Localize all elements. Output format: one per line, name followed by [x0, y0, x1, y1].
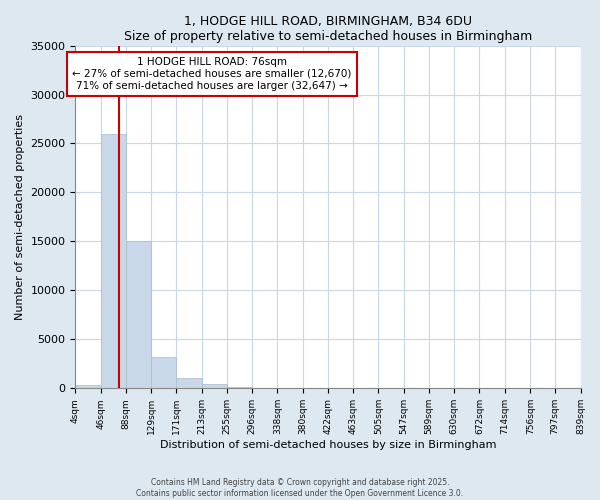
X-axis label: Distribution of semi-detached houses by size in Birmingham: Distribution of semi-detached houses by … — [160, 440, 496, 450]
Bar — [126, 242, 151, 388]
Y-axis label: Number of semi-detached properties: Number of semi-detached properties — [15, 114, 25, 320]
Text: 1 HODGE HILL ROAD: 76sqm
← 27% of semi-detached houses are smaller (12,670)
71% : 1 HODGE HILL ROAD: 76sqm ← 27% of semi-d… — [73, 58, 352, 90]
Bar — [76, 386, 101, 388]
Title: 1, HODGE HILL ROAD, BIRMINGHAM, B34 6DU
Size of property relative to semi-detach: 1, HODGE HILL ROAD, BIRMINGHAM, B34 6DU … — [124, 15, 532, 43]
Bar — [101, 134, 126, 388]
Bar — [227, 387, 252, 388]
Bar — [151, 357, 176, 388]
Bar — [176, 378, 202, 388]
Text: Contains HM Land Registry data © Crown copyright and database right 2025.
Contai: Contains HM Land Registry data © Crown c… — [136, 478, 464, 498]
Bar — [202, 384, 227, 388]
